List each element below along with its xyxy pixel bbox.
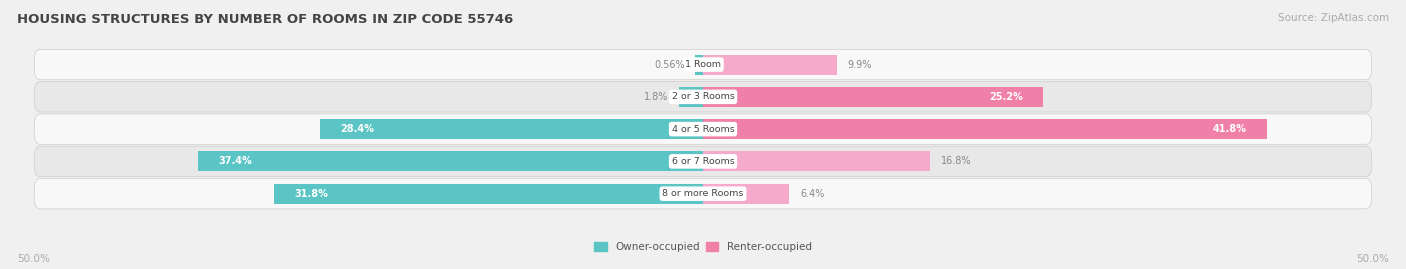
Bar (703, 184, 789, 204)
FancyBboxPatch shape (34, 82, 1372, 112)
Text: Source: ZipAtlas.com: Source: ZipAtlas.com (1278, 13, 1389, 23)
Bar (319, 119, 703, 139)
Text: 0.56%: 0.56% (654, 59, 685, 70)
Bar (274, 184, 703, 204)
Text: 6 or 7 Rooms: 6 or 7 Rooms (672, 157, 734, 166)
Text: 9.9%: 9.9% (848, 59, 872, 70)
Text: 28.4%: 28.4% (340, 124, 374, 134)
Text: 8 or more Rooms: 8 or more Rooms (662, 189, 744, 198)
Text: 31.8%: 31.8% (294, 189, 328, 199)
Text: 16.8%: 16.8% (941, 156, 972, 167)
Bar (703, 119, 1267, 139)
Text: HOUSING STRUCTURES BY NUMBER OF ROOMS IN ZIP CODE 55746: HOUSING STRUCTURES BY NUMBER OF ROOMS IN… (17, 13, 513, 26)
Text: 41.8%: 41.8% (1213, 124, 1247, 134)
Bar (703, 55, 837, 75)
Bar (198, 151, 703, 171)
Text: 6.4%: 6.4% (800, 189, 824, 199)
Bar (696, 55, 703, 75)
Text: 50.0%: 50.0% (17, 254, 49, 264)
FancyBboxPatch shape (34, 179, 1372, 209)
FancyBboxPatch shape (34, 146, 1372, 176)
Text: 25.2%: 25.2% (990, 92, 1024, 102)
Text: 2 or 3 Rooms: 2 or 3 Rooms (672, 92, 734, 101)
Bar (703, 151, 929, 171)
Text: 1 Room: 1 Room (685, 60, 721, 69)
Text: 37.4%: 37.4% (218, 156, 252, 167)
Bar (703, 87, 1043, 107)
Text: 4 or 5 Rooms: 4 or 5 Rooms (672, 125, 734, 134)
Bar (679, 87, 703, 107)
Text: 50.0%: 50.0% (1357, 254, 1389, 264)
FancyBboxPatch shape (34, 49, 1372, 80)
Text: 1.8%: 1.8% (644, 92, 668, 102)
Legend: Owner-occupied, Renter-occupied: Owner-occupied, Renter-occupied (591, 238, 815, 256)
FancyBboxPatch shape (34, 114, 1372, 144)
